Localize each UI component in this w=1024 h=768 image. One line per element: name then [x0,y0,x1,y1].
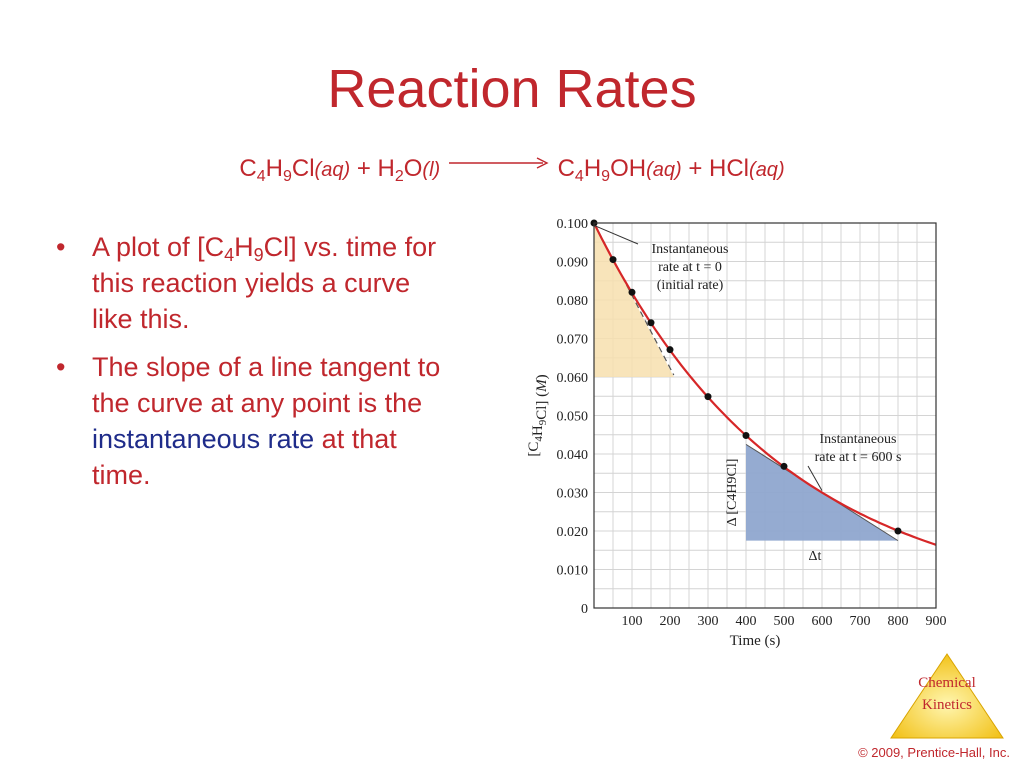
data-point [666,346,674,354]
y-tick-label: 0.080 [557,294,589,309]
initial-tangent-line [593,222,675,376]
annotation-initial-rate-line: Instantaneous [652,242,729,257]
slide-title: Reaction Rates [327,59,697,119]
y-tick-label: 0.060 [557,371,589,386]
reaction-equation: C4H9Cl(aq) + H2O(l) C4H9OH(aq) + HCl(aq) [239,155,785,185]
data-point [647,319,655,327]
x-tick-label: 100 [622,614,643,629]
annotation-rate-600-line: Instantaneous [820,432,897,447]
x-tick-label: 600 [812,614,833,629]
annotation-initial-rate-line: (initial rate) [657,278,724,293]
delta-time-label: Δt [809,549,822,564]
x-tick-label: 800 [888,614,909,629]
y-tick-label: 0.100 [557,217,589,232]
bullet-marker: • [56,352,66,382]
y-tick-label: 0.010 [557,564,589,579]
x-tick-label: 300 [698,614,719,629]
annotation-initial-rate-line: rate at t = 0 [658,260,722,275]
y-tick-label: 0.070 [557,333,589,348]
chemical-kinetics-logo: Chemical Kinetics [890,653,1004,739]
data-point [609,256,617,264]
y-tick-label: 0.040 [557,448,589,463]
bullet-item: • A plot of [C4H9Cl] vs. time for this r… [56,229,456,337]
data-point [704,393,712,401]
bullet-item: • The slope of a line tangent to the cur… [56,349,456,493]
delta-concentration-label: Δ [C4H9Cl] [725,459,740,527]
bullet-marker: • [56,232,66,262]
y-tick-label: 0.030 [557,487,589,502]
y-tick-label: 0.050 [557,410,589,425]
x-tick-label: 900 [926,614,947,629]
annotation-pointer-600 [807,465,823,491]
data-point [628,288,636,296]
bullet-list: • A plot of [C4H9Cl] vs. time for this r… [56,229,456,505]
instantaneous-rate-term: instantaneous rate [92,424,315,454]
x-tick-label: 200 [660,614,681,629]
x-tick-label: 500 [774,614,795,629]
plot-frame [593,222,937,609]
annotation-pointer-initial [594,225,639,245]
logo-line1: Chemical [918,675,975,691]
x-tick-label: 700 [850,614,871,629]
x-axis-label: Time (s) [730,633,781,649]
x-tick-label: 400 [736,614,757,629]
reaction-arrow-icon [448,157,549,169]
logo-line2: Kinetics [922,697,972,713]
y-tick-label: 0.020 [557,525,589,540]
data-point [894,527,902,535]
annotation-rate-600-line: rate at t = 600 s [815,450,902,465]
data-point [780,462,788,470]
y-axis-label: [C4H9Cl] (M) [526,374,550,456]
data-point [742,432,750,440]
copyright-notice: © 2009, Prentice-Hall, Inc. [858,745,1010,760]
initial-rate-triangle [594,223,674,377]
y-tick-label: 0 [581,602,588,617]
y-tick-label: 0.090 [557,256,589,271]
